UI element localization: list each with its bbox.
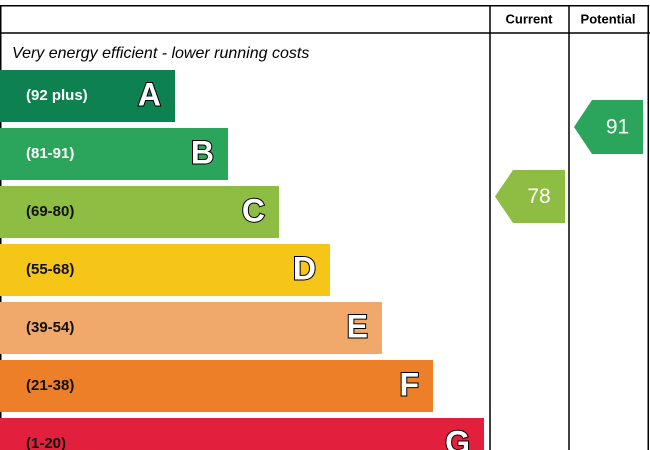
band-bar	[0, 70, 175, 122]
band-bar	[0, 418, 484, 450]
band-bar	[0, 244, 330, 296]
band-range: (92 plus)	[26, 87, 88, 104]
band-range: (39-54)	[26, 319, 74, 336]
current-value: 78	[527, 185, 550, 208]
band-letter: D	[293, 250, 316, 286]
band-letter: G	[445, 424, 470, 450]
potential-value: 91	[606, 116, 629, 139]
band-range: (55-68)	[26, 261, 74, 278]
band-bar	[0, 128, 228, 180]
header-potential: Potential	[581, 11, 636, 26]
potential-arrow	[574, 100, 643, 154]
band-bar	[0, 186, 279, 238]
band-letter: E	[347, 308, 368, 344]
band-range: (1-20)	[26, 435, 66, 450]
current-arrow	[495, 170, 565, 223]
band-letter: B	[191, 134, 214, 170]
band-letter: F	[399, 366, 419, 402]
band-letter: C	[242, 192, 265, 228]
band-bar	[0, 360, 433, 412]
band-bar	[0, 302, 382, 354]
band-letter: A	[138, 76, 161, 112]
caption: Very energy efficient - lower running co…	[12, 45, 309, 62]
band-range: (21-38)	[26, 377, 74, 394]
band-range: (81-91)	[26, 145, 74, 162]
band-range: (69-80)	[26, 203, 74, 220]
header-current: Current	[506, 11, 554, 26]
